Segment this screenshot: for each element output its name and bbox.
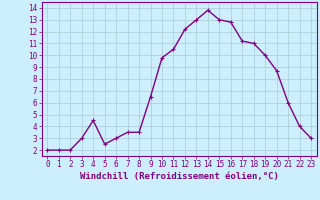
X-axis label: Windchill (Refroidissement éolien,°C): Windchill (Refroidissement éolien,°C) — [80, 172, 279, 181]
